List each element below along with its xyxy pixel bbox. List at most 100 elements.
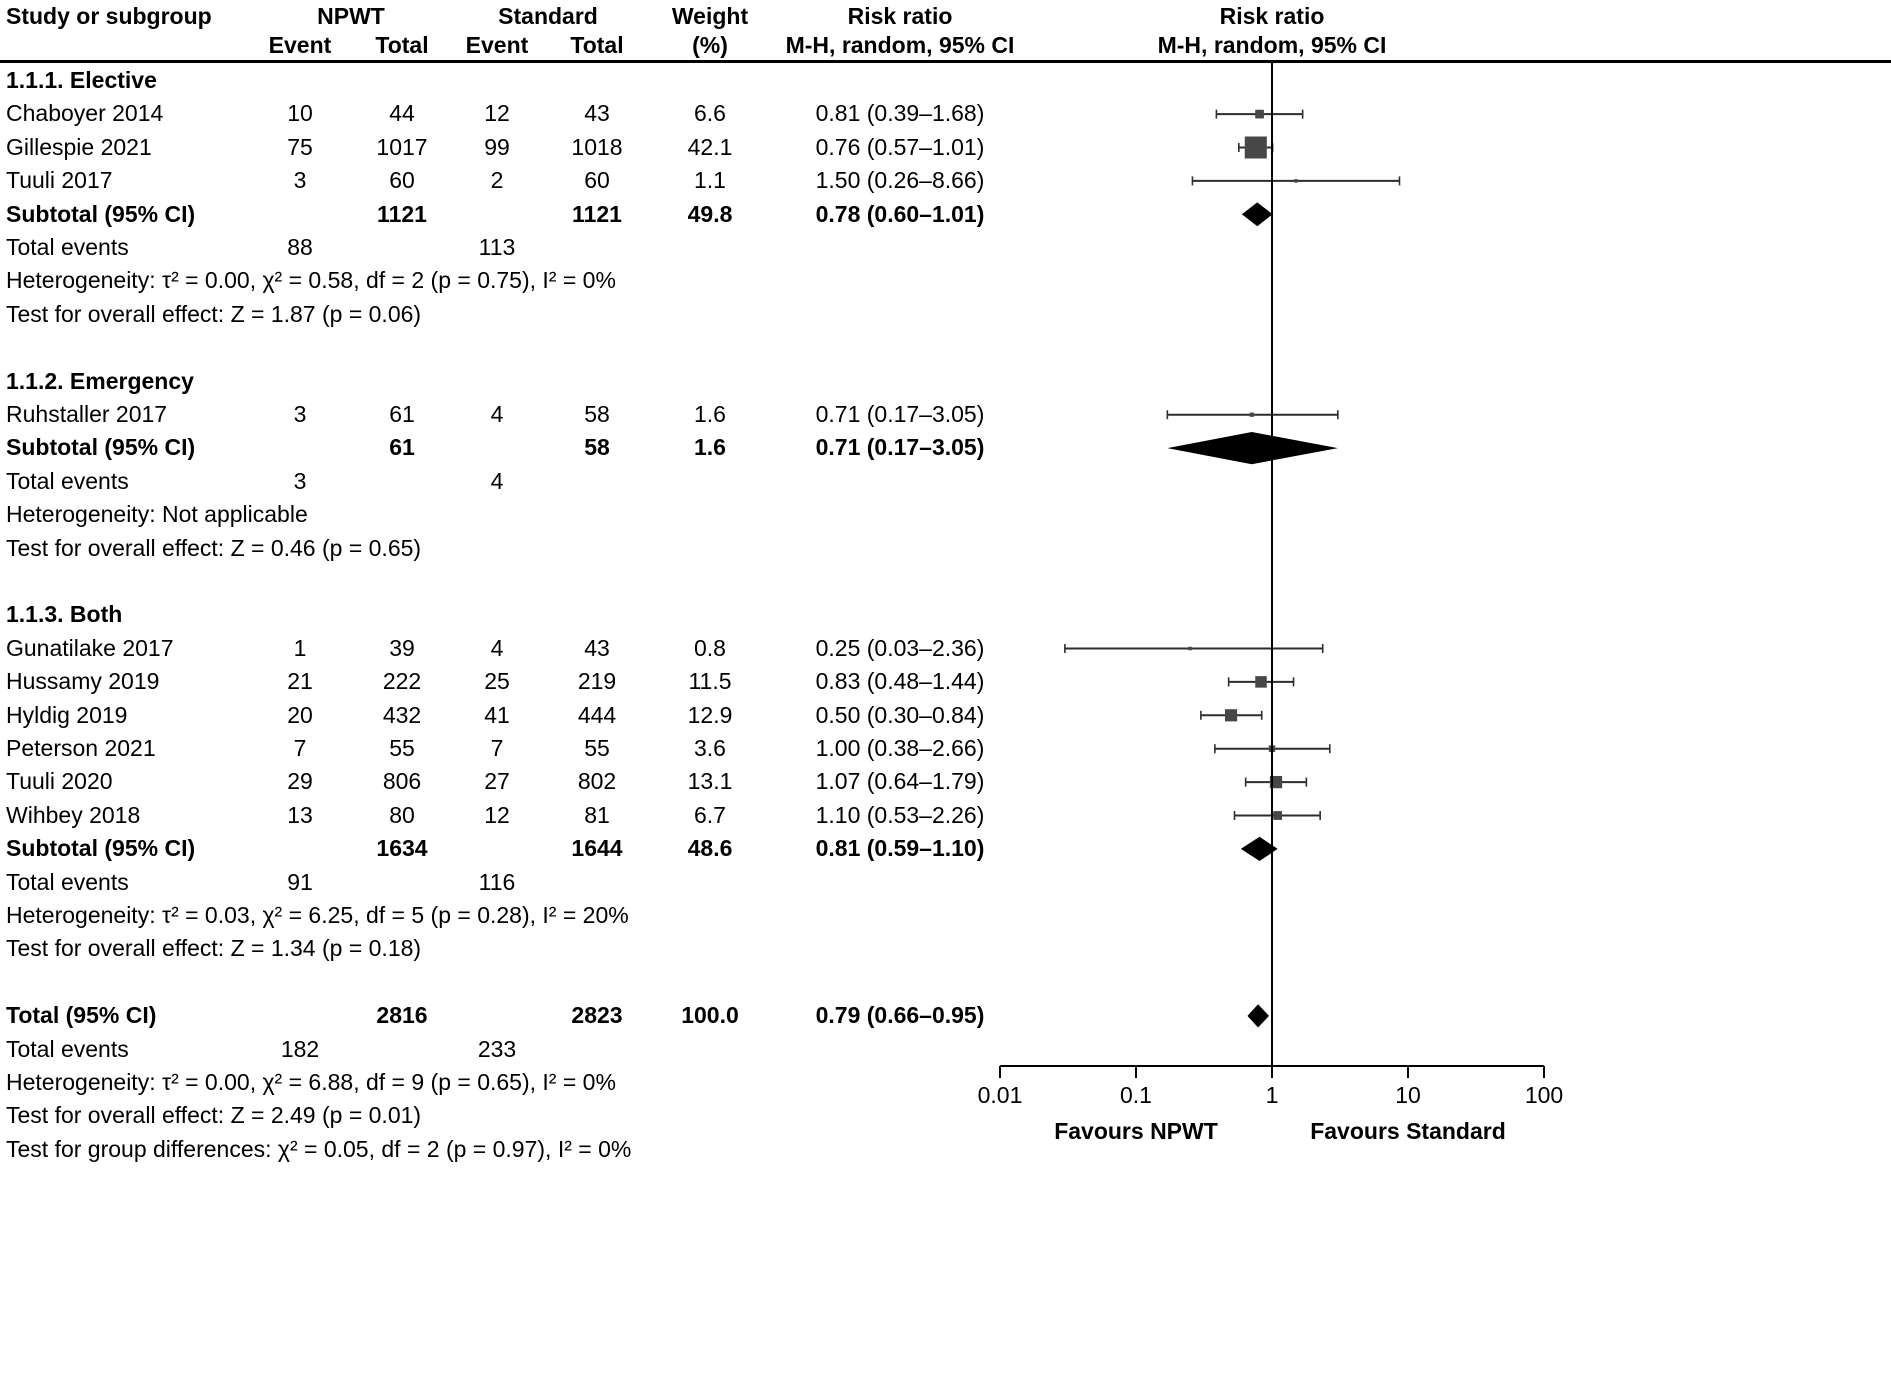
stats-text: Heterogeneity: τ² = 0.00, χ² = 0.58, df … [6,267,616,294]
weight-value: 48.6 [687,835,733,862]
npwt-events: 182 [280,1035,320,1062]
npwt-total: 61 [389,434,415,461]
table-row-events: Total events 91 116 [0,866,1050,900]
table-row-study: Wihbey 2018 13 80 12 81 6.7 1.10 (0.53–2.26) [0,799,1050,833]
study-label: Tuuli 2017 [6,167,113,194]
npwt-events: 29 [287,768,313,795]
standard-events: 233 [477,1035,517,1062]
stats-text: Test for overall effect: Z = 1.87 (p = 0… [6,300,422,327]
table-row-events: Total events 88 113 [0,231,1050,265]
npwt-total: 80 [389,801,415,828]
table-row-study: Chaboyer 2014 10 44 12 43 6.6 0.81 (0.39–1.68) [0,97,1050,131]
weight-value: 11.5 [688,668,732,695]
standard-total: 81 [584,801,610,828]
study-label: Hussamy 2019 [6,668,160,695]
study-label: Gillespie 2021 [6,133,152,160]
table-row-subgroup: 1.1.1. Elective [0,64,1050,98]
risk-ratio-ci-text: 0.83 (0.48–1.44) [815,668,985,695]
npwt-events: 88 [287,234,313,260]
study-label: Subtotal (95% CI) [6,434,196,461]
study-label: Total events [6,234,129,260]
weight-value: 12.9 [687,701,733,728]
stats-text: Test for overall effect: Z = 1.34 (p = 0… [6,935,422,962]
study-label: Tuuli 2020 [6,768,113,795]
stats-text: Test for overall effect: Z = 0.46 (p = 0… [6,534,422,561]
standard-total: 219 [577,668,617,695]
table-row-note: Heterogeneity: τ² = 0.00, χ² = 6.88, df … [0,1066,1050,1100]
study-label: Total events [6,868,129,895]
study-label: Hyldig 2019 [6,701,128,728]
col-header-method: M-H, random, 95% CI [785,32,1015,58]
table-row-subtotal: Subtotal (95% CI) 1634 1644 48.6 0.81 (0.59–… [0,832,1050,866]
col-header-standard-total: Total [570,32,624,58]
npwt-total: 44 [389,100,415,127]
subgroup-label: 1.1.1. Elective [6,67,157,93]
standard-events: 99 [484,133,510,160]
weight-value: 3.6 [694,735,726,761]
weight-value: 13.1 [687,768,733,795]
npwt-events: 3 [293,167,307,194]
standard-total: 43 [584,100,610,127]
table-row-note: Heterogeneity: Not applicable [0,498,1050,532]
standard-events: 27 [484,768,510,795]
table-row-note: Test for overall effect: Z = 1.87 (p = 0… [0,298,1050,332]
table-row-note: Test for overall effect: Z = 0.46 (p = 0… [0,532,1050,566]
risk-ratio-ci-text: 1.07 (0.64–1.79) [815,768,985,795]
stats-text: Heterogeneity: Not applicable [6,501,308,528]
study-label: Chaboyer 2014 [6,100,164,127]
col-header-npwt-event: Event [268,32,332,58]
x-tick-label: 0.01 [977,1082,1023,1108]
weight-value: 49.8 [687,200,733,227]
standard-total: 43 [584,634,610,661]
npwt-events: 7 [293,735,307,761]
npwt-events: 20 [287,701,313,728]
col-header-study: Study or subgroup [6,3,212,29]
standard-total: 58 [584,434,610,461]
risk-ratio-ci-text: 0.71 (0.17–3.05) [815,401,985,427]
col-header-npwt: NPWT [317,3,385,29]
standard-events: 41 [484,701,510,728]
table-row-note: Heterogeneity: τ² = 0.00, χ² = 0.58, df … [0,264,1050,298]
subgroup-label: 1.1.3. Both [6,601,123,628]
table-row-subtotal: Subtotal (95% CI) 61 58 1.6 0.71 (0.17–3.05) [0,431,1050,465]
standard-events: 2 [490,167,504,194]
standard-events: 12 [484,100,510,127]
stats-text: Test for overall effect: Z = 2.49 (p = 0… [6,1102,422,1129]
standard-events: 4 [490,467,504,494]
table-row-study: Gunatilake 2017 1 39 4 43 0.8 0.25 (0.03–2.36) [0,632,1050,666]
col-header-standard: Standard [498,3,598,29]
weight-value: 0.8 [694,634,726,661]
study-label: Peterson 2021 [6,735,156,761]
risk-ratio-ci-text: 0.25 (0.03–2.36) [815,634,985,661]
subgroup-label: 1.1.2. Emergency [6,367,194,394]
risk-ratio-ci-text: 0.81 (0.59–1.10) [815,835,985,862]
weight-value: 100.0 [681,1002,739,1029]
risk-ratio-ci-text: 1.00 (0.38–2.66) [815,735,985,761]
npwt-events: 21 [287,668,313,695]
standard-total: 444 [577,701,617,728]
npwt-total: 432 [382,701,422,728]
npwt-total: 60 [389,167,415,194]
table-row-study: Ruhstaller 2017 3 61 4 58 1.6 0.71 (0.17–3.05) [0,398,1050,432]
npwt-total: 1121 [377,200,427,227]
study-label: Wihbey 2018 [6,801,141,828]
npwt-events: 3 [293,467,307,494]
npwt-total: 806 [382,768,422,795]
x-tick-label: 100 [1524,1082,1564,1108]
table-row-study: Tuuli 2017 3 60 2 60 1.1 1.50 (0.26–8.66) [0,164,1050,198]
weight-value: 42.1 [687,133,733,160]
standard-events: 12 [484,801,510,828]
study-label: Gunatilake 2017 [6,634,174,661]
table-row-study: Peterson 2021 7 55 7 55 3.6 1.00 (0.38–2.66) [0,732,1050,766]
npwt-total: 55 [389,735,415,761]
table-row-subgroup: 1.1.2. Emergency [0,365,1050,399]
header-divider [0,60,1891,63]
col-header-npwt-total: Total [375,32,429,58]
npwt-events: 75 [287,133,313,160]
stats-text: Heterogeneity: τ² = 0.03, χ² = 6.25, df … [6,902,629,928]
table-row-study: Tuuli 2020 29 806 27 802 13.1 1.07 (0.64–1.79) [0,765,1050,799]
table-row-note: Heterogeneity: τ² = 0.03, χ² = 6.25, df … [0,899,1050,933]
weight-value: 1.6 [694,401,726,427]
